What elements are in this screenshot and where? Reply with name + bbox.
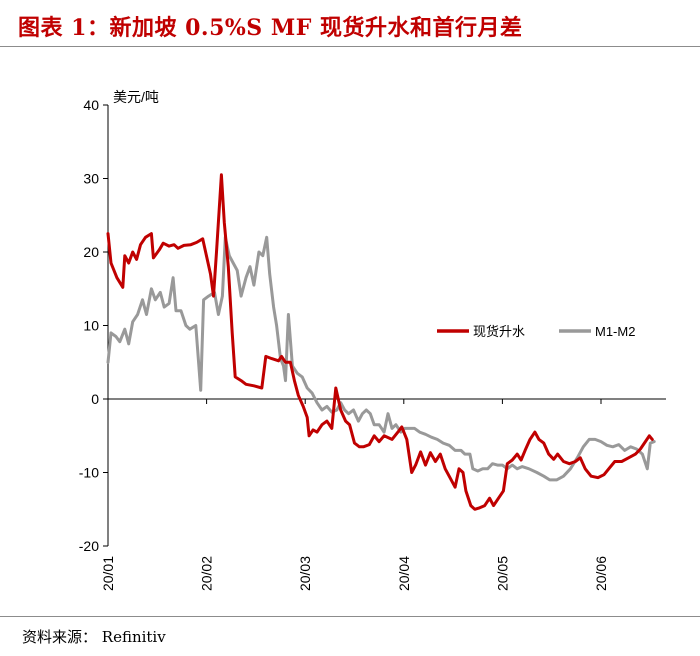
footer-divider xyxy=(0,616,700,617)
y-axis-unit-label: 美元/吨 xyxy=(113,89,159,105)
series-layer xyxy=(106,173,656,511)
y-tick-label: 0 xyxy=(91,391,99,407)
x-tick-label: 20/02 xyxy=(199,556,215,591)
x-tick-label: 20/01 xyxy=(100,556,116,591)
x-tick-label: 20/06 xyxy=(593,556,609,591)
y-tick-label: -10 xyxy=(79,465,99,481)
x-tick-label: 20/05 xyxy=(494,556,510,591)
legend-label: M1-M2 xyxy=(595,324,635,339)
series-line-spot-premium xyxy=(106,173,654,511)
series-line-m1-m2 xyxy=(106,235,656,482)
y-tick-label: 20 xyxy=(83,244,99,260)
chart-title: 图表 1：新加坡 0.5%S MF 现货升水和首行月差 xyxy=(18,15,523,41)
source-note: 资料来源： Refinitiv xyxy=(22,628,166,646)
y-tick-label: -20 xyxy=(79,538,99,554)
title-divider xyxy=(0,46,700,47)
x-tick-label: 20/04 xyxy=(396,556,412,591)
y-tick-label: 30 xyxy=(83,171,99,187)
x-tick-label: 20/03 xyxy=(297,556,313,591)
legend-label: 现货升水 xyxy=(473,324,525,339)
legend: 现货升水 M1-M2 xyxy=(437,324,635,339)
y-tick-label: 10 xyxy=(83,318,99,334)
y-tick-label: 40 xyxy=(83,97,99,113)
